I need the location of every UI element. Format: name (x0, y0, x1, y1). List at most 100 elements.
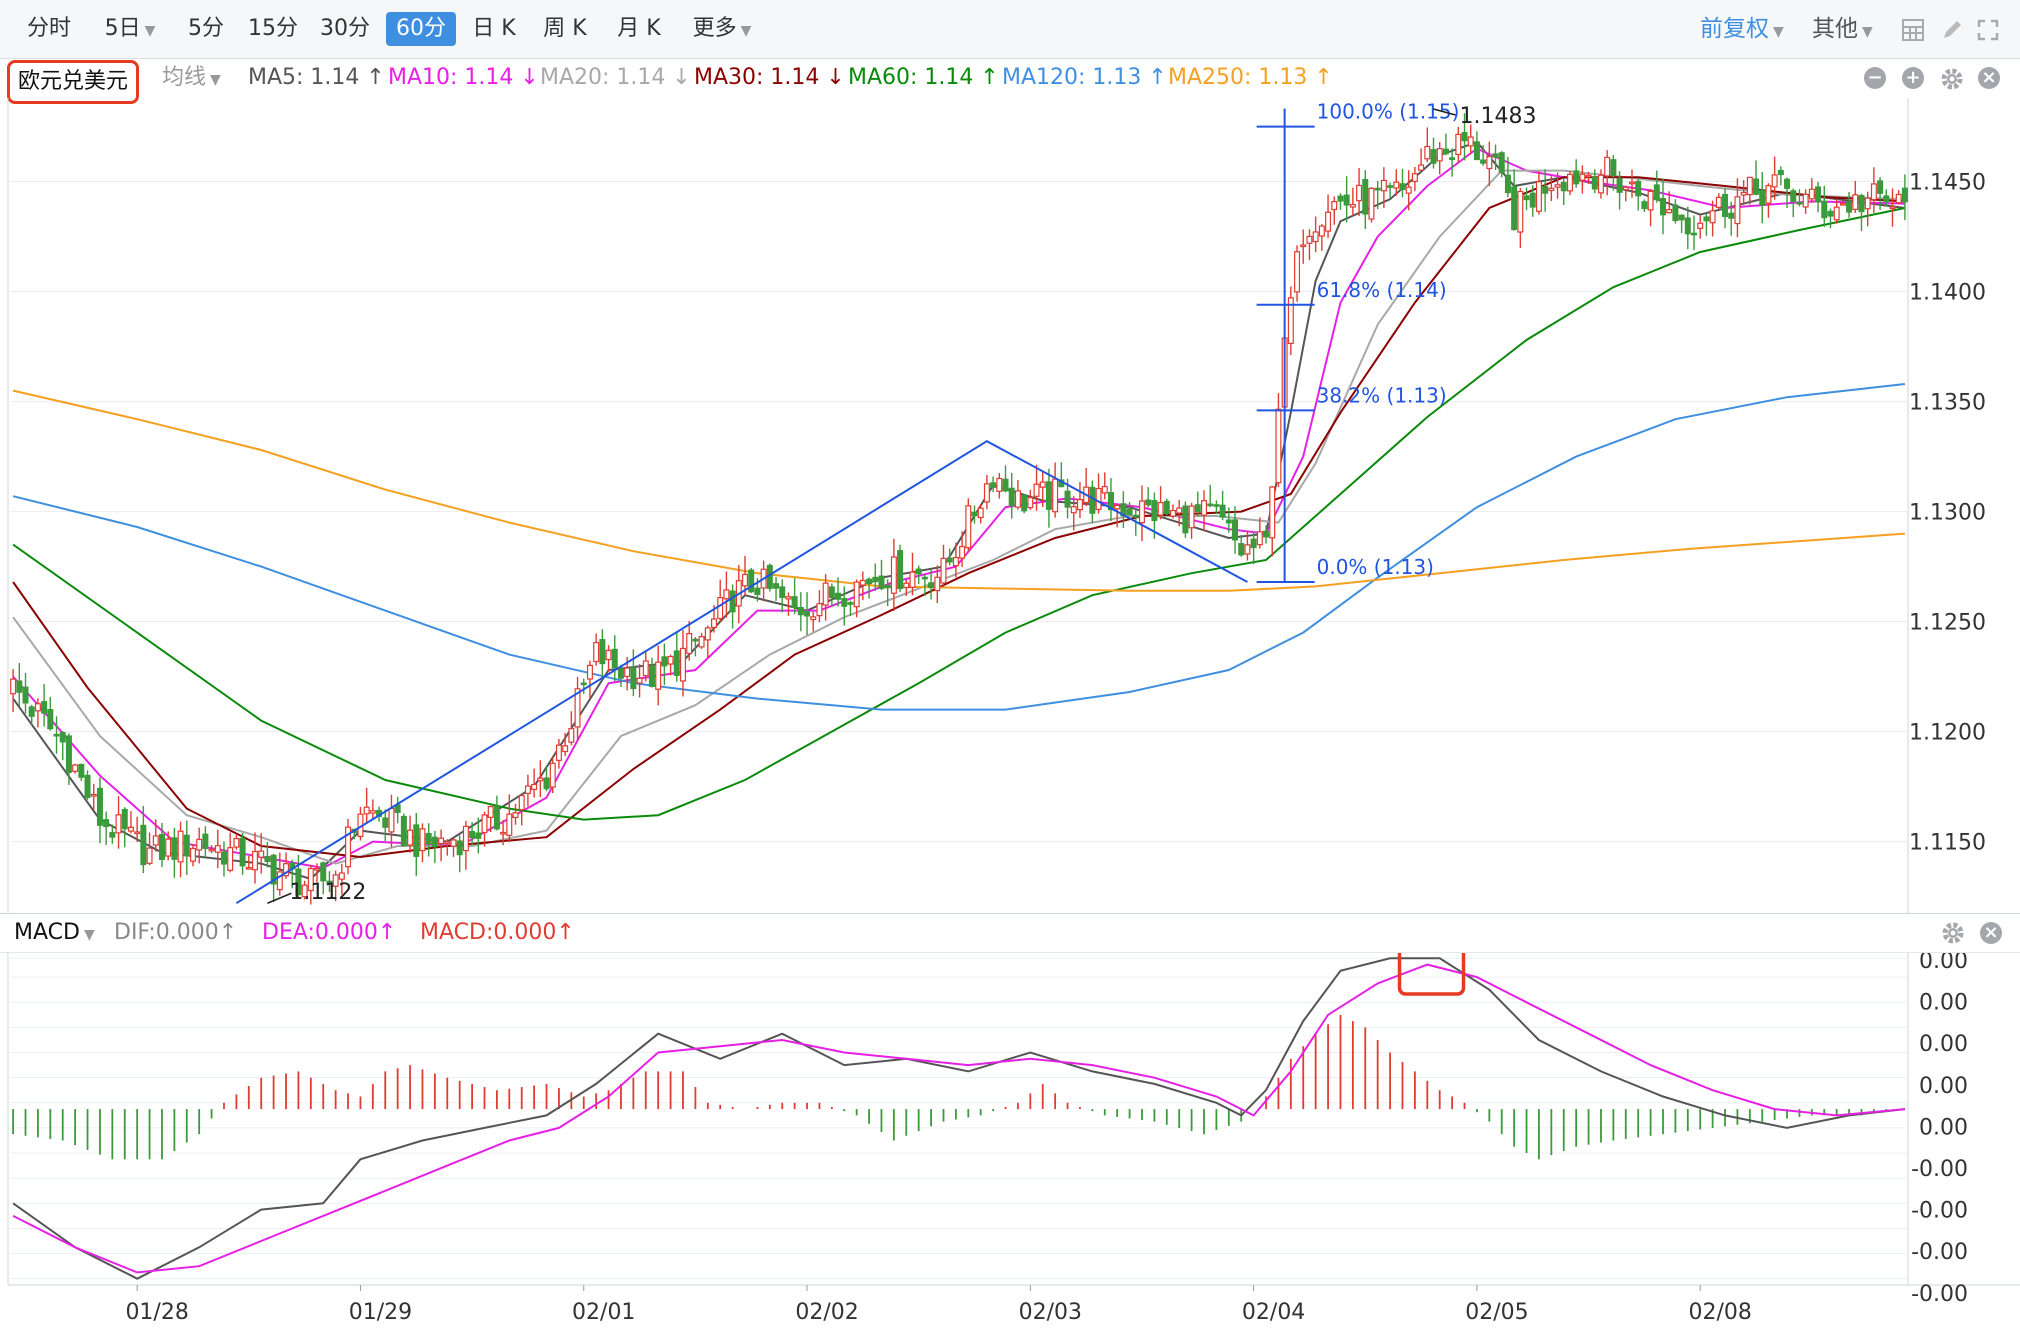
candle-body (127, 826, 134, 832)
candle-body (878, 575, 885, 590)
candle-body (1870, 183, 1877, 201)
candle-body (593, 641, 600, 663)
candle-body (1163, 500, 1170, 515)
candle-body (320, 862, 327, 882)
price-tick-label: 1.1450 (1909, 171, 1986, 196)
candle-body (419, 828, 426, 852)
period-tab-5day[interactable]: 5日 ▼ (92, 12, 168, 46)
candle-body (1294, 251, 1301, 293)
candle-body (1771, 174, 1778, 188)
candle-body (847, 602, 854, 605)
macd-histogram (12, 1014, 1900, 1160)
candle-body (1201, 500, 1208, 516)
candle-body (1008, 487, 1015, 507)
gear-icon[interactable] (1939, 66, 1965, 92)
candle-body (413, 824, 420, 857)
candle-body (1802, 193, 1809, 208)
chevron-down-icon: ▼ (1773, 24, 1784, 40)
period-tab-day[interactable]: 日 K (472, 16, 516, 41)
candle-body (648, 665, 655, 687)
period-tab-30min[interactable]: 30分 (320, 16, 370, 41)
close-icon[interactable]: × (1978, 67, 2000, 89)
candle-body (1480, 159, 1487, 164)
candle-body (1486, 155, 1493, 170)
period-tab-week[interactable]: 周 K (543, 16, 587, 41)
period-tab-5min[interactable]: 5分 (188, 16, 224, 41)
macd-tick-label: 0.00 (1919, 1032, 1968, 1057)
fullscreen-icon[interactable] (1976, 18, 2000, 42)
candle-body (1418, 164, 1425, 171)
period-tab-month[interactable]: 月 K (617, 16, 661, 41)
ma20-value: MA20: 1.14 (540, 65, 666, 90)
arrow-down-icon: ↓ (826, 65, 845, 90)
symbol-label[interactable]: 欧元兑美元 (7, 60, 140, 104)
candle-body (853, 581, 860, 608)
candle-body (959, 545, 966, 559)
grid-layout-icon[interactable] (1902, 19, 1924, 41)
candle-body (10, 678, 17, 695)
candle-body (667, 655, 674, 665)
candle-body (1697, 222, 1704, 229)
candle-body (1492, 153, 1499, 158)
candle-body (469, 831, 476, 839)
candle-body (791, 596, 798, 608)
minimize-icon[interactable]: − (1864, 67, 1886, 89)
candles (10, 113, 1908, 905)
macd-axis: 0.00 0.00 0.00 0.00 0.00 -0.00 -0.00 -0.00 -0.00 (1911, 949, 1968, 1307)
candle-body (686, 633, 693, 654)
candle-body (1331, 200, 1338, 211)
candle-body (890, 556, 897, 594)
candle-body (717, 597, 724, 620)
candle-body (264, 855, 271, 863)
candle-body (599, 639, 606, 665)
candle-body (1411, 173, 1418, 183)
add-icon[interactable]: + (1902, 67, 1924, 89)
candle-body (1380, 179, 1387, 192)
candle-body (555, 744, 562, 761)
candle-body (872, 576, 879, 583)
price-tick-label: 1.1300 (1909, 501, 1986, 526)
pen-draw-icon[interactable] (1940, 18, 1964, 42)
adjust-dropdown[interactable]: 前复权 ▼ (1700, 12, 1784, 46)
candle-body (580, 682, 587, 686)
ma-type-dropdown[interactable]: 均线 ▼ (162, 58, 221, 100)
candle-body (34, 703, 41, 712)
candle-body (928, 582, 935, 589)
candle-body (1542, 185, 1549, 194)
candle-body (940, 557, 947, 584)
candle-body (450, 839, 457, 847)
candle-body (388, 807, 395, 833)
drawings: 100.0% (1.15) 61.8% (1.14) 38.2% (1.13) 0.0… (235, 100, 1536, 905)
price-tick-label: 1.1350 (1909, 391, 1986, 416)
candle-body (1722, 193, 1729, 218)
ma-legend-bar: 欧元兑美元 均线 ▼ MA5: 1.14 ↑ MA10: 1.14 ↓ MA20:… (0, 58, 2020, 104)
gear-icon[interactable] (1940, 920, 1966, 946)
period-tab-60min[interactable]: 60分 (386, 12, 456, 46)
candle-body (568, 728, 575, 743)
candle-body (47, 709, 54, 730)
price-tick-label: 1.1200 (1909, 721, 1986, 746)
other-dropdown[interactable]: 其他 ▼ (1812, 12, 1873, 46)
ma30-value: MA30: 1.14 (694, 65, 820, 90)
macd-indicator-dropdown[interactable]: MACD ▼ (14, 913, 95, 955)
period-tab-intraday[interactable]: 分时 (26, 16, 71, 41)
candle-body (1213, 504, 1220, 507)
price-tick-label: 1.1400 (1909, 281, 1986, 306)
candle-body (1306, 235, 1313, 244)
trendline (235, 440, 1248, 905)
period-tab-15min[interactable]: 15分 (248, 16, 298, 41)
ma-lines (12, 140, 1906, 881)
fib-level-label: 61.8% (1.14) (1317, 278, 1447, 302)
candle-body (679, 647, 686, 682)
period-tab-more[interactable]: 更多 ▼ (682, 12, 762, 46)
candle-body (1852, 194, 1859, 211)
close-icon[interactable]: × (1980, 922, 2002, 944)
candle-body (543, 777, 550, 790)
candle-body (338, 872, 345, 880)
candle-body (742, 573, 749, 587)
candle-body (1684, 217, 1691, 235)
candle-body (1014, 490, 1021, 508)
candle-body (1554, 184, 1561, 188)
candle-body (859, 579, 866, 586)
